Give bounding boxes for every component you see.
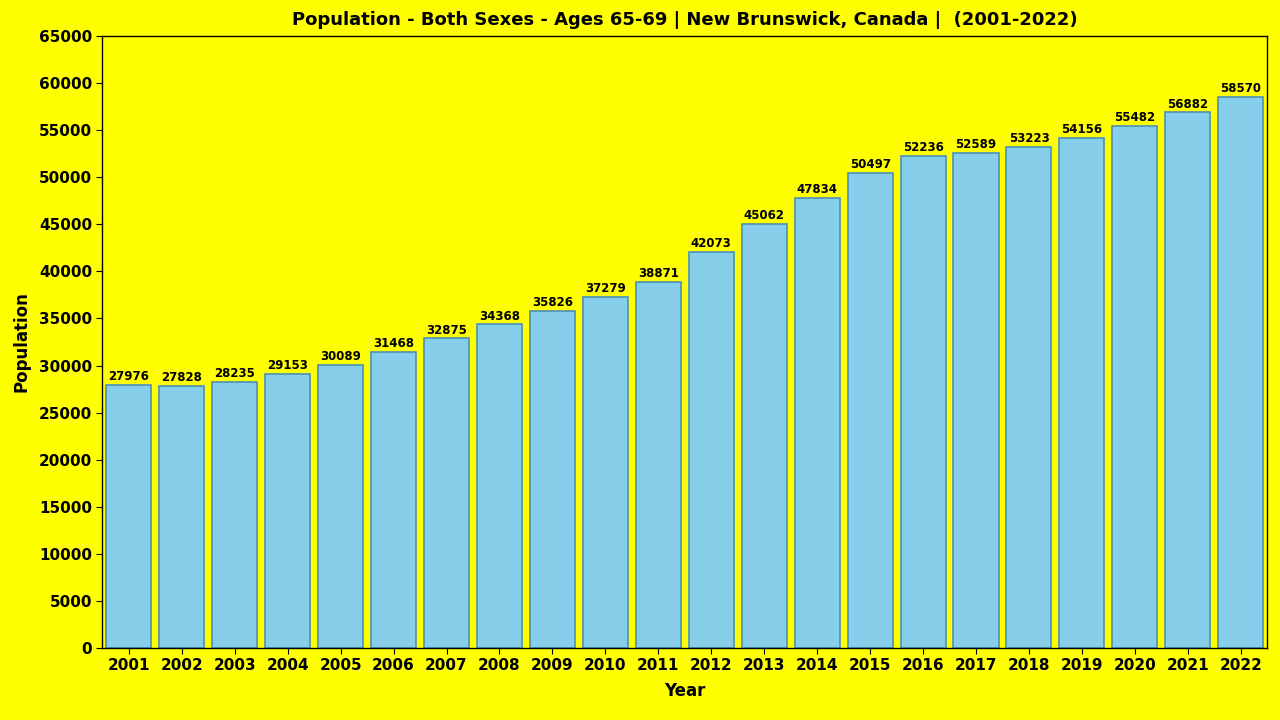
- Bar: [1219, 96, 1263, 648]
- Y-axis label: Population: Population: [13, 292, 31, 392]
- Text: 42073: 42073: [691, 237, 732, 250]
- Bar: [741, 224, 787, 648]
- Bar: [582, 297, 628, 648]
- Text: 31468: 31468: [372, 337, 415, 350]
- Text: 32875: 32875: [426, 323, 467, 336]
- Bar: [847, 173, 892, 648]
- Bar: [265, 374, 310, 648]
- Text: 56882: 56882: [1167, 97, 1208, 111]
- Bar: [1165, 112, 1211, 648]
- Bar: [689, 252, 733, 648]
- Bar: [159, 386, 205, 648]
- Text: 50497: 50497: [850, 158, 891, 171]
- Bar: [477, 325, 522, 648]
- Text: 52589: 52589: [955, 138, 997, 151]
- Text: 29153: 29153: [268, 359, 308, 372]
- Text: 45062: 45062: [744, 209, 785, 222]
- Bar: [530, 311, 575, 648]
- Text: 55482: 55482: [1115, 111, 1156, 124]
- Text: 27828: 27828: [161, 371, 202, 384]
- Title: Population - Both Sexes - Ages 65-69 | New Brunswick, Canada |  (2001-2022): Population - Both Sexes - Ages 65-69 | N…: [292, 11, 1078, 29]
- Bar: [319, 365, 364, 648]
- Text: 47834: 47834: [796, 183, 837, 196]
- Text: 54156: 54156: [1061, 123, 1102, 136]
- Bar: [1006, 147, 1051, 648]
- Text: 52236: 52236: [902, 141, 943, 154]
- X-axis label: Year: Year: [664, 682, 705, 700]
- Text: 28235: 28235: [214, 367, 255, 380]
- Bar: [212, 382, 257, 648]
- Text: 27976: 27976: [109, 369, 150, 383]
- Bar: [901, 156, 946, 648]
- Bar: [636, 282, 681, 648]
- Text: 30089: 30089: [320, 350, 361, 363]
- Bar: [1112, 125, 1157, 648]
- Bar: [371, 351, 416, 648]
- Bar: [954, 153, 998, 648]
- Text: 53223: 53223: [1009, 132, 1050, 145]
- Text: 38871: 38871: [637, 267, 678, 280]
- Bar: [1060, 138, 1105, 648]
- Text: 37279: 37279: [585, 282, 626, 295]
- Text: 35826: 35826: [532, 296, 573, 309]
- Text: 58570: 58570: [1220, 81, 1261, 94]
- Bar: [795, 197, 840, 648]
- Bar: [106, 384, 151, 648]
- Bar: [424, 338, 468, 648]
- Text: 34368: 34368: [479, 310, 520, 323]
